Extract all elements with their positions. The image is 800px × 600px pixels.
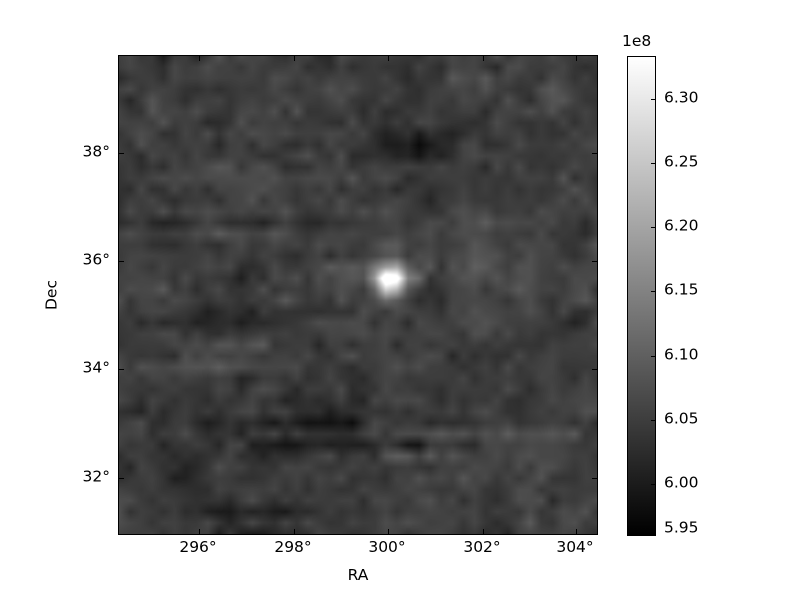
colorbar-ticklabel-6.00: 6.00 xyxy=(664,473,699,492)
x-tick-298 xyxy=(294,529,295,534)
y-ticklabel-36: 36° xyxy=(82,250,110,269)
sky-map-image-axes xyxy=(118,55,598,535)
colorbar-tick-6.15 xyxy=(651,291,656,292)
x-tick-top-304 xyxy=(576,56,577,61)
x-ticklabel-304: 304° xyxy=(556,538,594,556)
colorbar-axes[interactable] xyxy=(627,56,656,536)
y-tick-right-36 xyxy=(592,261,597,262)
colorbar-offset-label: 1e8 xyxy=(622,32,652,50)
x-axis-label: RA xyxy=(347,566,369,584)
colorbar-tick-6.20 xyxy=(651,227,656,228)
colorbar-ticklabel-6.20: 6.20 xyxy=(664,216,699,235)
y-tick-right-38 xyxy=(592,153,597,154)
y-axis-label: Dec xyxy=(42,280,61,310)
y-tick-36 xyxy=(119,261,124,262)
colorbar-ticklabel-6.10: 6.10 xyxy=(664,345,699,364)
x-tick-top-302 xyxy=(483,56,484,61)
x-ticklabel-302: 302° xyxy=(463,538,501,556)
y-tick-right-34 xyxy=(592,369,597,370)
colorbar-ticklabel-6.15: 6.15 xyxy=(664,280,699,299)
x-tick-304 xyxy=(576,529,577,534)
x-tick-top-296 xyxy=(199,56,200,61)
colorbar-ticklabel-6.30: 6.30 xyxy=(664,88,699,107)
colorbar-tick-6.05 xyxy=(651,420,656,421)
x-tick-296 xyxy=(199,529,200,534)
colorbar-tick-6.00 xyxy=(651,484,656,485)
x-ticklabel-296: 296° xyxy=(179,538,217,556)
colorbar-tick-6.25 xyxy=(651,163,656,164)
x-ticklabel-300: 300° xyxy=(368,538,406,556)
x-tick-top-300 xyxy=(388,56,389,61)
y-tick-38 xyxy=(119,153,124,154)
colorbar-tick-6.30 xyxy=(651,99,656,100)
x-ticklabel-298: 298° xyxy=(274,538,312,556)
y-ticklabel-34: 34° xyxy=(82,358,110,377)
x-tick-300 xyxy=(388,529,389,534)
colorbar-ticklabel-6.25: 6.25 xyxy=(664,152,699,171)
y-tick-32 xyxy=(119,478,124,479)
y-ticklabel-38: 38° xyxy=(82,142,110,161)
y-tick-34 xyxy=(119,369,124,370)
colorbar-tick-6.10 xyxy=(651,356,656,357)
sky-map-heatmap xyxy=(119,56,597,534)
colorbar-ticklabel-6.05: 6.05 xyxy=(664,409,699,428)
y-ticklabel-32: 32° xyxy=(82,467,110,486)
colorbar-ticklabel-5.95: 5.95 xyxy=(664,518,699,537)
y-tick-right-32 xyxy=(592,478,597,479)
x-tick-302 xyxy=(483,529,484,534)
x-tick-top-298 xyxy=(294,56,295,61)
